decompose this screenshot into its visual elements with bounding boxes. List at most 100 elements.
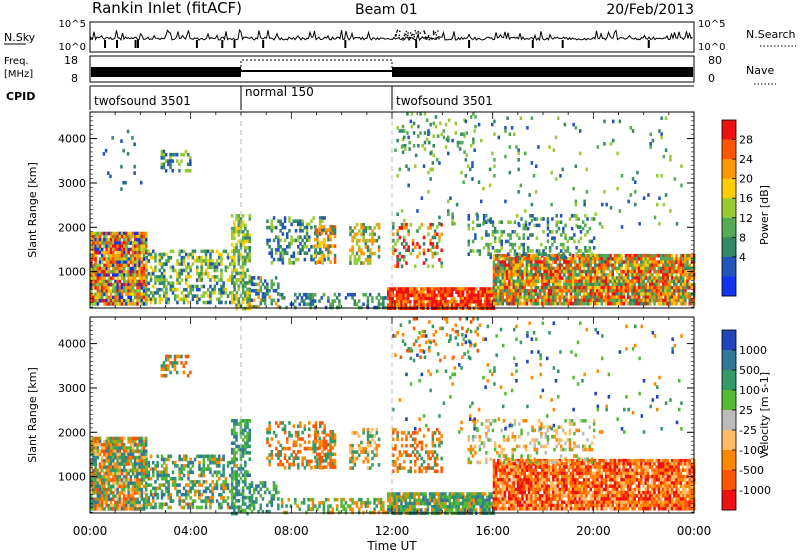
power-cell xyxy=(558,227,561,231)
power-cell xyxy=(225,266,228,270)
power-cell xyxy=(680,164,683,168)
power-cell xyxy=(327,251,330,255)
velocity-cell xyxy=(114,501,117,505)
velocity-cell xyxy=(167,496,170,500)
power-cell xyxy=(318,299,321,303)
velocity-cell xyxy=(123,482,126,486)
power-cell xyxy=(136,257,139,261)
power-cell xyxy=(365,226,368,230)
power-cell xyxy=(299,235,302,239)
velocity-cell xyxy=(189,371,192,375)
power-cell xyxy=(691,260,694,264)
power-cell xyxy=(531,249,534,253)
power-cell xyxy=(424,112,427,116)
power-cell xyxy=(647,280,650,284)
power-cell xyxy=(594,289,597,293)
velocity-cell xyxy=(152,461,155,465)
power-cell xyxy=(235,278,238,282)
power-cell xyxy=(354,255,357,259)
power-cell xyxy=(371,229,374,233)
power-cell xyxy=(584,224,587,228)
power-cell xyxy=(176,153,179,157)
power-cell xyxy=(550,299,553,303)
velocity-cell xyxy=(185,355,188,359)
power-cell xyxy=(682,267,685,271)
power-cell xyxy=(440,290,443,294)
velocity-cell xyxy=(161,477,164,481)
power-cell xyxy=(112,257,115,261)
power-cell xyxy=(435,115,438,119)
power-cell xyxy=(645,286,648,290)
power-cell xyxy=(358,239,361,243)
power-cell xyxy=(607,280,610,284)
power-cell xyxy=(662,276,665,280)
power-cell xyxy=(509,233,512,237)
power-cell xyxy=(141,267,144,271)
power-cell xyxy=(169,163,172,167)
power-cell xyxy=(511,126,514,130)
power-cell xyxy=(323,228,326,232)
power-cell xyxy=(345,296,348,300)
velocity-cell xyxy=(192,506,195,510)
velocity-cell xyxy=(99,437,102,441)
power-cell xyxy=(110,270,113,274)
velocity-cell xyxy=(189,480,192,484)
power-cell xyxy=(238,297,241,301)
power-cell xyxy=(127,296,129,300)
velocity-cell xyxy=(134,437,137,441)
power-cell xyxy=(187,256,190,260)
power-cell xyxy=(528,296,531,300)
power-cell xyxy=(312,258,315,262)
power-cell xyxy=(579,283,582,287)
power-cell xyxy=(231,236,234,240)
power-cell xyxy=(496,249,499,253)
power-cell xyxy=(101,289,104,293)
power-cell xyxy=(620,273,623,277)
power-cell xyxy=(246,281,249,285)
power-cell xyxy=(279,239,282,243)
power-cell xyxy=(513,273,516,277)
power-cell xyxy=(651,280,654,284)
power-cell xyxy=(543,276,546,280)
power-cell xyxy=(323,216,326,220)
power-cell xyxy=(187,266,190,270)
power-cell xyxy=(583,286,586,290)
power-cell xyxy=(671,276,674,280)
power-cell xyxy=(592,257,595,261)
power-cell xyxy=(656,296,659,300)
power-cell xyxy=(508,302,511,306)
power-cell xyxy=(356,261,359,265)
power-cell xyxy=(266,239,269,243)
power-cell xyxy=(642,260,645,264)
power-cell xyxy=(349,293,352,297)
power-cell xyxy=(92,257,95,261)
power-cell xyxy=(143,286,146,290)
power-cell xyxy=(502,270,505,274)
velocity-cell xyxy=(152,471,155,475)
power-cell xyxy=(119,286,122,290)
power-cell xyxy=(185,294,188,298)
power-cell xyxy=(675,254,678,258)
power-cell xyxy=(440,233,443,237)
nsearch-point xyxy=(436,34,438,36)
power-cell xyxy=(550,203,553,207)
power-cell xyxy=(594,257,597,261)
power-cell xyxy=(97,248,100,252)
power-cell xyxy=(362,239,365,243)
power-cell xyxy=(535,164,538,168)
nsearch-point xyxy=(412,38,414,40)
power-cell xyxy=(293,239,296,243)
power-cell xyxy=(334,257,337,261)
power-cell xyxy=(97,302,100,306)
velocity-cell xyxy=(132,507,135,511)
power-cell xyxy=(112,299,115,303)
power-cell xyxy=(181,298,184,302)
nsky-label: N.Sky xyxy=(4,31,36,44)
power-cell xyxy=(423,252,426,256)
power-cell xyxy=(535,273,538,277)
power-cell xyxy=(99,264,102,268)
power-cell xyxy=(114,280,117,284)
power-cell xyxy=(642,264,645,268)
power-cell xyxy=(196,256,199,260)
velocity-cell xyxy=(211,480,214,484)
